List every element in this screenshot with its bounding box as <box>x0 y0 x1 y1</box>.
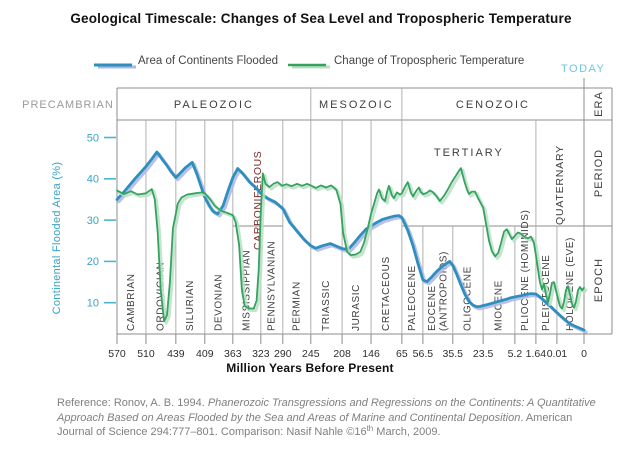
x-tick-label-363: 363 <box>224 348 242 360</box>
x-tick-label-245: 245 <box>302 348 320 360</box>
period-label-miocene: MIOCENE <box>494 280 505 331</box>
legend-label-flooded-area: Area of Continents Flooded <box>138 55 279 67</box>
reference-segment: th <box>366 424 374 434</box>
era-label-paleozoic: PALEOZOIC <box>174 99 254 111</box>
x-tick-label-1-64: 1.64 <box>526 348 547 360</box>
legend-blue-line-icon <box>92 57 138 69</box>
x-tick-label-35-5: 35.5 <box>443 348 464 360</box>
legend-blue-line-svg <box>94 63 136 69</box>
reference-text: Reference: Ronov, A. B. 1994. Phanerozoi… <box>57 396 605 441</box>
y-axis-title: Continental Flooded Area (%) <box>51 162 63 315</box>
period-label-silurian: SILURIAN <box>185 280 196 331</box>
page-title: Geological Timescale: Changes of Sea Lev… <box>70 11 572 26</box>
period-label-pliocene-hominids: PLIOCENE (HOMINIDS) <box>520 210 531 331</box>
period-label-paleocene: PALEOCENE <box>407 265 418 331</box>
period-label-tertiary: TERTIARY <box>434 147 504 159</box>
temperature-line-shadow <box>117 168 588 325</box>
legend-label-temperature: Change of Tropospheric Temperature <box>334 55 525 67</box>
x-tick-label-510: 510 <box>137 348 155 360</box>
x-tick-label-23-5: 23.5 <box>473 348 494 360</box>
period-label-eocene: EOCENE <box>427 285 438 331</box>
x-tick-label-290: 290 <box>274 348 292 360</box>
period-label-jurasic: JURASIC <box>351 284 362 331</box>
column-label-period: PERIOD <box>593 149 605 197</box>
reference-segment: . American Journal of Science 294:777–80… <box>57 411 573 439</box>
period-label-triassic: TRIASSIC <box>321 280 332 331</box>
era-label-cenozoic: CENOZOIC <box>456 99 530 111</box>
x-tick-label-208: 208 <box>333 348 351 360</box>
period-label-quaternary: QUATERNARY <box>554 145 566 225</box>
x-tick-label-439: 439 <box>167 348 185 360</box>
y-tick-label-20: 20 <box>87 256 99 268</box>
column-label-epoch: EPOCH <box>593 258 605 302</box>
period-label-cambrian: CAMBRIAN <box>126 273 137 331</box>
period-label-cretaceous: CRETACEOUS <box>381 256 392 331</box>
x-tick-label-0-01: 0.01 <box>547 348 568 360</box>
reference-segment: Phanerozoic Transgressions and Regressio… <box>57 397 596 424</box>
legend-green-line-svg <box>288 63 330 69</box>
column-label-era: ERA <box>593 91 605 117</box>
x-tick-label-570: 570 <box>108 348 126 360</box>
x-tick-label-56-5: 56.5 <box>413 348 434 360</box>
period-label-permian: PERMIAN <box>291 281 302 331</box>
x-axis-title: Million Years Before Present <box>226 361 393 375</box>
y-tick-label-10: 10 <box>87 298 99 310</box>
y-tick-label-40: 40 <box>87 174 99 186</box>
x-tick-label-65: 65 <box>396 348 408 360</box>
x-tick-label-146: 146 <box>362 348 380 360</box>
era-label-precambrian: PRECAMBRIAN <box>22 99 114 111</box>
period-label-devonian: DEVONIAN <box>213 274 224 331</box>
chart-canvas: 570 510 439 409 363 323 290 245 208 146 65 56.5 35.5… <box>22 78 613 375</box>
temperature-line <box>116 167 585 323</box>
y-tick-label-50: 50 <box>87 132 99 144</box>
y-tick-label-30: 30 <box>87 215 99 227</box>
period-label-pennsylvanian: PENNSYLVANIAN <box>266 241 277 331</box>
era-label-mesozoic: MESOZOIC <box>319 99 394 111</box>
period-label-holocene-eve: HOLOCENE (EVE) <box>565 237 576 331</box>
legend-green-line-icon <box>286 57 332 69</box>
period-label-antropoids: (ANTROPOIDS) <box>438 251 449 331</box>
today-label: TODAY <box>561 63 606 75</box>
reference-segment: March, 2009. <box>373 426 441 439</box>
x-tick-label-323: 323 <box>252 348 270 360</box>
period-label-mississippian: MISSISSIPPIAN <box>241 250 252 331</box>
reference-segment: Reference: Ronov, A. B. 1994. <box>57 397 208 409</box>
x-tick-label-5-2: 5.2 <box>508 348 523 360</box>
x-tick-label-0: 0 <box>581 348 587 360</box>
x-tick-label-409: 409 <box>196 348 214 360</box>
